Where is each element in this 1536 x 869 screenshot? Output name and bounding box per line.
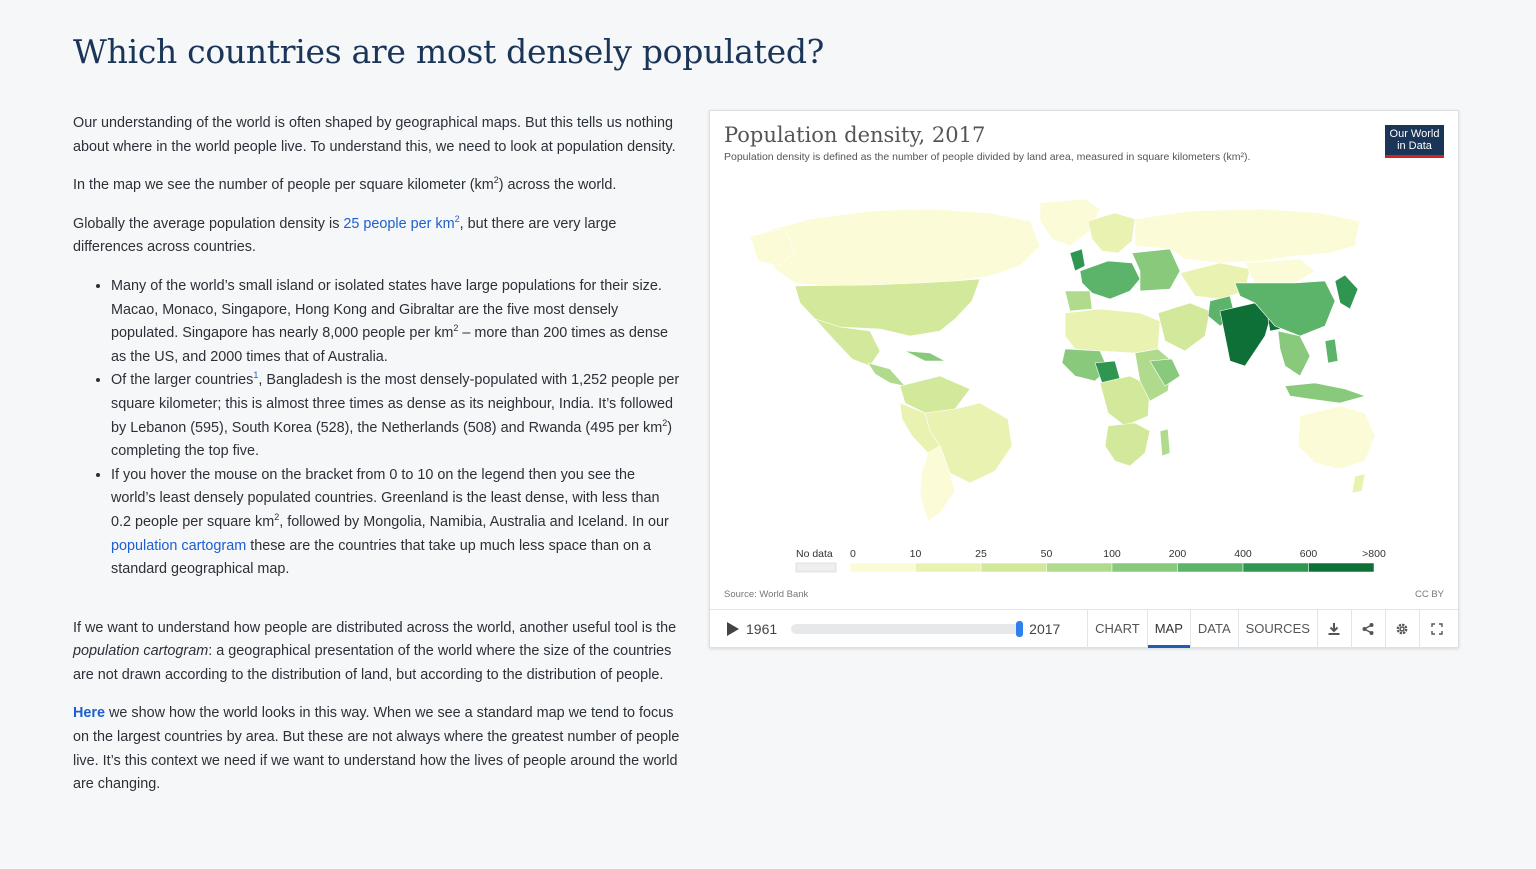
legend-bin[interactable]	[1242, 562, 1309, 573]
share-icon	[1362, 622, 1374, 635]
legend-no-data-label: No data	[796, 548, 833, 560]
legend-tick-label: 200	[1169, 548, 1187, 560]
map-region-mexico	[814, 318, 881, 367]
timeline-start-year: 1961	[746, 620, 778, 637]
download-button[interactable]	[1318, 609, 1352, 648]
chart-tabs: CHART MAP DATA SOURCES	[1087, 609, 1454, 648]
map-region-indonesia	[1284, 382, 1366, 404]
legend-bin[interactable]	[915, 562, 982, 573]
legend-tick-label: 600	[1300, 548, 1318, 560]
map-region-china	[1234, 280, 1336, 337]
here-link[interactable]: Here	[73, 705, 105, 722]
chart-title: Population density, 2017	[724, 123, 986, 147]
map-region-madagascar	[1159, 428, 1171, 457]
legend-bin[interactable]	[980, 562, 1047, 573]
map-region-canada	[759, 208, 1041, 287]
tab-map[interactable]: MAP	[1148, 609, 1191, 648]
tab-data[interactable]: DATA	[1191, 609, 1239, 648]
legend-tick-label: 25	[975, 548, 987, 560]
map-region-west-africa	[1061, 348, 1109, 382]
timeline-handle[interactable]	[1016, 620, 1024, 637]
fullscreen-button[interactable]	[1420, 610, 1454, 648]
map-region-southern-africa	[1104, 422, 1151, 467]
timeline-end-year: 2017	[1029, 620, 1061, 637]
legend-tick-label: 50	[1041, 548, 1053, 560]
list-item: Of the larger countries1, Bangladesh is …	[111, 369, 683, 463]
settings-icon	[1397, 623, 1408, 634]
facts-list: Many of the world’s small island or isol…	[111, 275, 683, 582]
average-density-link[interactable]: 25 people per km2	[343, 213, 460, 232]
legend-bin[interactable]	[1308, 562, 1375, 573]
world-map[interactable]	[740, 191, 1380, 531]
legend-bins[interactable]	[849, 562, 1375, 573]
chart-controls: 1961 2017 CHART MAP DATA SOURCES	[710, 609, 1458, 648]
intro-paragraph: Our understanding of the world is often …	[73, 115, 676, 155]
legend-bin[interactable]	[849, 562, 916, 573]
map-region-southeast-asia	[1277, 330, 1311, 377]
chart-source[interactable]: Source: World Bank	[724, 589, 809, 600]
map-region-philippines	[1324, 338, 1339, 364]
legend-tick-label: 100	[1103, 548, 1121, 560]
map-region-russia	[1134, 208, 1361, 264]
map-region-middle-east	[1157, 302, 1211, 352]
timeline-slider[interactable]	[791, 620, 1024, 637]
map-region-alaska	[749, 228, 796, 267]
map-region-new-zealand	[1351, 473, 1366, 494]
page-title: Which countries are most densely populat…	[73, 32, 825, 71]
map-region-australia	[1297, 405, 1376, 470]
map-region-mongolia	[1244, 258, 1316, 284]
map-region-western-europe	[1079, 260, 1141, 300]
map-region-scandinavia	[1087, 212, 1136, 254]
here-paragraph: Here we show how the world looks in this…	[73, 705, 680, 793]
settings-button[interactable]	[1386, 609, 1420, 648]
population-cartogram-link[interactable]: population cartogram	[111, 537, 247, 554]
legend-bin[interactable]	[1046, 562, 1113, 573]
cartogram-paragraph: If we want to understand how people are …	[73, 619, 677, 683]
tab-sources[interactable]: SOURCES	[1239, 609, 1318, 648]
list-item: Many of the world’s small island or isol…	[111, 275, 683, 369]
legend-tick-label: 10	[910, 548, 922, 560]
footnote-link[interactable]: 1	[253, 370, 259, 381]
legend-tick-label: 0	[850, 548, 856, 560]
map-region-iberia	[1064, 290, 1093, 312]
owid-logo[interactable]: Our World in Data	[1385, 125, 1444, 158]
map-region-central-america	[867, 362, 906, 387]
map-region-korea-japan	[1334, 274, 1359, 310]
map-region-uk	[1069, 248, 1086, 272]
fullscreen-icon	[1431, 622, 1443, 635]
legend-tick-label: 400	[1234, 548, 1252, 560]
map-region-argentina-chile	[919, 445, 956, 522]
map-paragraph: In the map we see the number of people p…	[73, 175, 617, 194]
legend-bin[interactable]	[1111, 562, 1178, 573]
article-body: Our understanding of the world is often …	[73, 112, 683, 812]
map-region-caribbean	[904, 350, 946, 362]
map-region-eastern-europe	[1131, 248, 1181, 292]
list-item: If you hover the mouse on the bracket fr…	[111, 464, 683, 582]
map-region-india	[1219, 302, 1271, 367]
tab-chart[interactable]: CHART	[1088, 609, 1148, 648]
play-icon[interactable]	[726, 621, 740, 637]
chart-subtitle: Population density is defined as the num…	[724, 151, 1251, 163]
download-icon	[1328, 622, 1340, 635]
map-region-north-africa	[1064, 308, 1161, 354]
chart-license[interactable]: CC BY	[1414, 589, 1444, 600]
map-region-greenland	[1039, 198, 1101, 247]
legend-bin[interactable]	[1177, 562, 1244, 573]
legend-no-data-swatch[interactable]	[795, 562, 837, 573]
map-region-central-africa	[1099, 375, 1151, 427]
share-button[interactable]	[1352, 609, 1386, 648]
map-legend[interactable]: No data 0 10 25 50 100 200 400 600 >800	[790, 543, 1390, 577]
average-density-paragraph: Globally the average population density …	[73, 213, 617, 256]
legend-tick-label: >800	[1362, 548, 1386, 560]
legend-ticks: 0 10 25 50 100 200 400 600 >800	[850, 548, 1386, 560]
map-region-ethiopia	[1149, 358, 1181, 387]
chart-embed: Population density, 2017 Population dens…	[709, 110, 1459, 648]
